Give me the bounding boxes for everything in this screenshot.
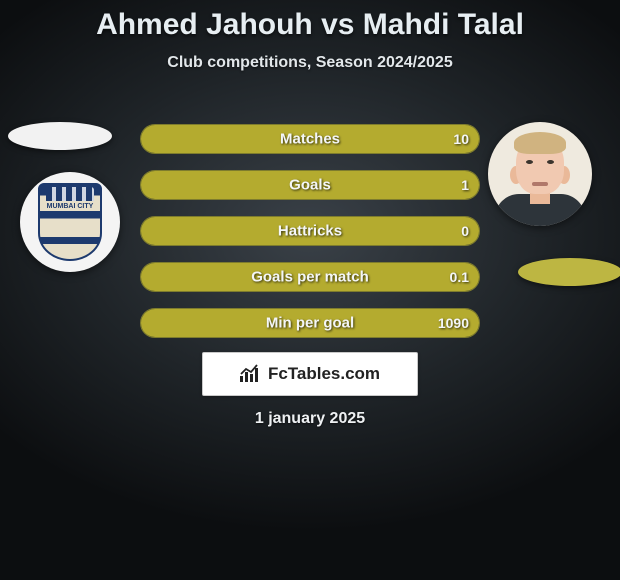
club-crest-icon: MUMBAI CITY <box>38 183 102 261</box>
stat-value-right: 0 <box>461 223 469 239</box>
stat-label: Matches <box>280 131 340 148</box>
player-left-club-logo: MUMBAI CITY <box>20 172 120 272</box>
stats-list: Matches 10 Goals 1 Hattricks 0 Goals per match… <box>140 124 480 354</box>
chart-icon <box>240 364 262 384</box>
club-crest-text: MUMBAI CITY <box>40 203 100 211</box>
content-area: Ahmed Jahouh vs Mahdi Talal Club competi… <box>0 0 620 580</box>
stat-row: Hattricks 0 <box>140 216 480 246</box>
avatar-eye-right <box>547 160 554 164</box>
stat-row: Goals per match 0.1 <box>140 262 480 292</box>
stat-label: Goals <box>289 177 331 194</box>
stat-value-right: 0.1 <box>450 269 469 285</box>
avatar-hair <box>514 132 566 154</box>
generated-date: 1 january 2025 <box>0 410 620 428</box>
stat-label: Hattricks <box>278 223 342 240</box>
stat-label: Min per goal <box>266 315 354 332</box>
stat-row: Matches 10 <box>140 124 480 154</box>
brand-label: FcTables.com <box>268 364 380 384</box>
stat-row: Goals 1 <box>140 170 480 200</box>
stat-value-right: 10 <box>453 131 469 147</box>
stat-value-right: 1 <box>461 177 469 193</box>
stat-label: Goals per match <box>251 269 369 286</box>
subtitle: Club competitions, Season 2024/2025 <box>0 54 620 72</box>
avatar-eye-left <box>526 160 533 164</box>
player-right-avatar <box>488 122 592 226</box>
page-title: Ahmed Jahouh vs Mahdi Talal <box>0 0 620 42</box>
player-left-avatar-ellipse <box>8 122 112 150</box>
brand-link[interactable]: FcTables.com <box>202 352 418 396</box>
avatar-mouth <box>532 182 548 186</box>
stat-value-right: 1090 <box>438 315 469 331</box>
player-right-club-ellipse <box>518 258 620 286</box>
stat-row: Min per goal 1090 <box>140 308 480 338</box>
